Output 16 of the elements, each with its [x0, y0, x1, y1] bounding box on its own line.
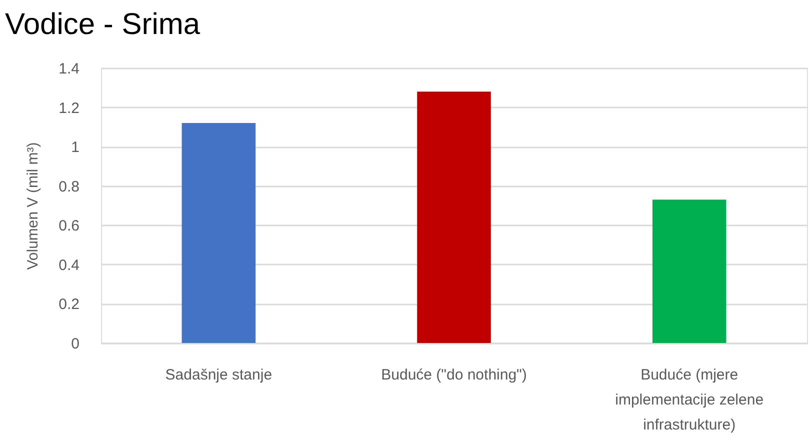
- x-tick-label: Buduće ("do nothing"): [381, 366, 527, 384]
- y-tick-label: 0.4: [58, 256, 80, 274]
- bar: [417, 92, 491, 343]
- y-tick-label: 0.6: [58, 218, 80, 235]
- y-tick-label: 0.8: [58, 178, 80, 196]
- x-tick-label: Sadašnje stanje: [165, 366, 272, 384]
- x-tick-label: Buduće (mjere implementacije zelene infrastrukture): [615, 366, 764, 434]
- y-tick-label: 1.4: [58, 60, 80, 78]
- y-axis-title: Volumen V (mil m³): [24, 142, 42, 270]
- y-tick-label: 0.2: [58, 296, 80, 314]
- bar: [182, 123, 256, 343]
- chart-title: Vodice - Srima: [5, 8, 200, 41]
- y-tick-label: 1: [71, 139, 80, 156]
- bar: [652, 200, 726, 343]
- y-tick-label: 0: [71, 336, 80, 352]
- y-tick-label: 1.2: [58, 100, 80, 117]
